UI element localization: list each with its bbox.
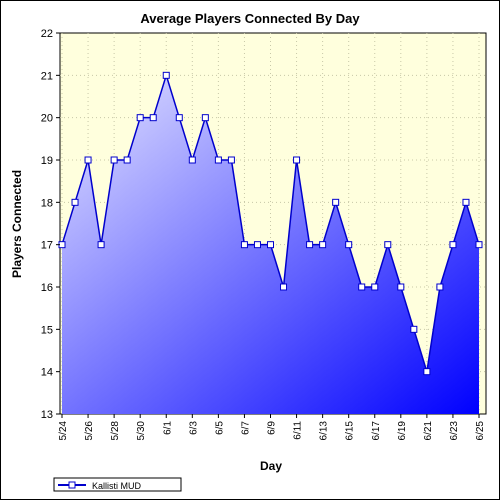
series-markers [58, 71, 483, 376]
y-tick-label: 17 [41, 240, 53, 252]
data-point-6-13 [319, 241, 327, 249]
data-point-6-7 [240, 241, 248, 249]
x-tick-label: 6/11 [293, 421, 304, 440]
x-tick-label: 5/28 [110, 421, 121, 441]
data-point-6-2 [175, 114, 183, 122]
x-tick-label: 6/7 [240, 421, 251, 435]
data-point-5-25 [71, 198, 79, 206]
x-tick-label: 5/26 [84, 421, 95, 441]
data-point-6-16 [358, 283, 366, 291]
x-tick-label: 6/17 [371, 421, 382, 441]
y-axis-label: Players Connected [10, 170, 24, 278]
data-point-6-23 [449, 241, 457, 249]
data-point-6-4 [201, 114, 209, 122]
x-tick-label: 6/19 [397, 421, 408, 441]
legend: Kallisti MUD [53, 477, 182, 492]
x-tick-label: 6/23 [449, 421, 460, 441]
y-tick-label: 18 [41, 197, 53, 209]
y-tick-label: 22 [41, 28, 53, 40]
legend-entry: Kallisti MUD [92, 481, 142, 491]
data-point-6-1 [162, 71, 170, 79]
y-tick-label: 14 [41, 367, 53, 379]
data-point-6-8 [253, 241, 261, 249]
data-point-6-11 [293, 156, 301, 164]
legend-box [53, 477, 182, 492]
data-point-6-10 [280, 283, 288, 291]
x-tick-label: 6/15 [345, 421, 356, 441]
y-tick-label: 21 [41, 70, 53, 82]
x-tick-label: 6/1 [162, 421, 173, 435]
data-point-6-9 [267, 241, 274, 249]
data-point-6-14 [332, 198, 340, 206]
data-point-6-21 [423, 368, 431, 376]
x-tick-label: 6/21 [423, 421, 434, 441]
data-point-6-5 [214, 156, 222, 164]
x-tick-label: 5/30 [136, 421, 147, 441]
data-point-6-24 [462, 198, 470, 206]
data-point-5-28 [110, 156, 118, 164]
data-point-5-31 [149, 114, 157, 122]
data-point-6-15 [345, 241, 353, 249]
data-point-6-17 [371, 283, 379, 291]
y-axis: 13 14 15 16 17 18 19 20 21 22 [41, 28, 60, 421]
data-point-6-12 [306, 241, 314, 249]
data-point-6-6 [227, 156, 235, 164]
data-point-5-30 [136, 114, 144, 122]
x-tick-label: 5/24 [58, 421, 69, 441]
y-tick-label: 16 [41, 282, 53, 294]
x-tick-label: 6/13 [319, 421, 330, 441]
y-tick-label: 15 [41, 324, 53, 336]
data-point-6-25 [475, 241, 483, 249]
data-point-6-3 [188, 156, 196, 164]
series-area [62, 75, 479, 414]
y-tick-label: 13 [41, 409, 53, 421]
x-tick-label: 6/5 [214, 421, 225, 435]
y-tick-label: 19 [41, 155, 53, 167]
chart-title: Average Players Connected By Day [140, 11, 360, 26]
legend-swatch-marker [68, 481, 76, 489]
y-tick-label: 20 [41, 113, 53, 125]
data-point-6-22 [436, 283, 444, 291]
x-tick-label: 6/3 [188, 421, 199, 435]
data-point-5-26 [84, 156, 92, 164]
x-axis-label: Day [260, 459, 282, 473]
data-point-6-20 [410, 325, 418, 333]
data-point-5-27 [97, 241, 105, 249]
x-tick-label: 6/9 [267, 421, 278, 435]
x-axis: 5/24 5/26 5/28 5/30 6/1 6/3 6/5 6/7 6/9 6/11 6/13 6… [58, 414, 486, 440]
x-tick-label: 6/25 [475, 421, 486, 441]
data-point-6-19 [397, 283, 405, 291]
data-point-5-29 [123, 156, 131, 164]
data-point-6-18 [384, 241, 392, 249]
